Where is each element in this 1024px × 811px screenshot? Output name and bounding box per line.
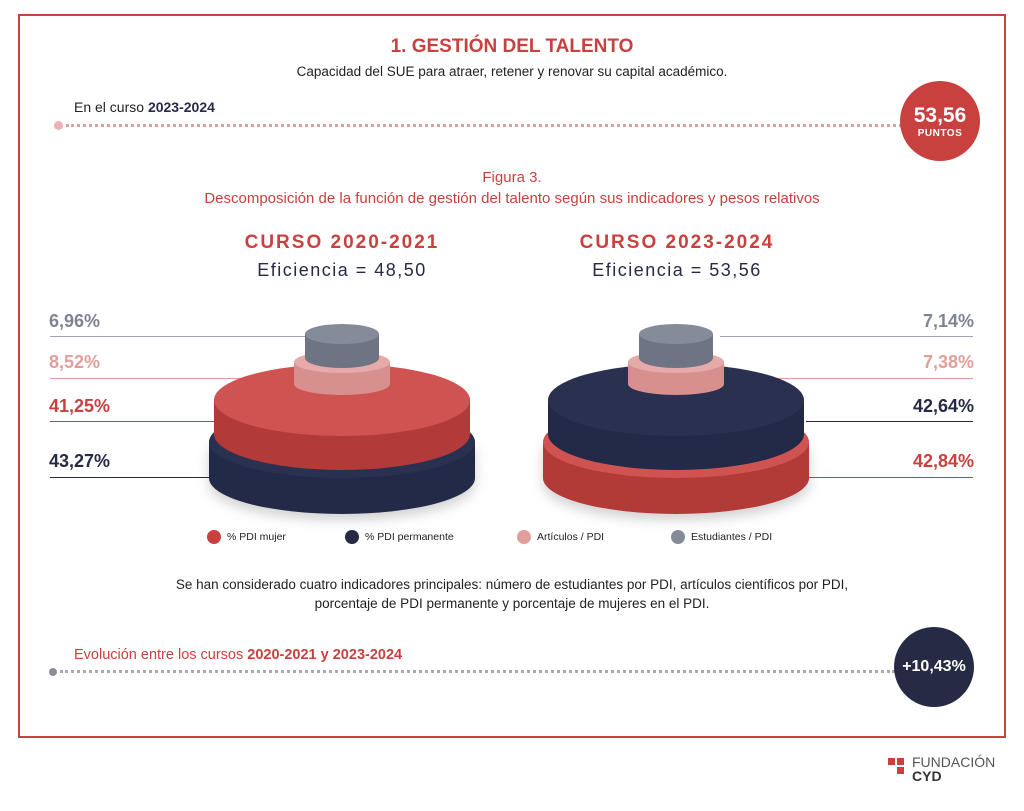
note: Se han considerado cuatro indicadores pr… (0, 575, 1024, 613)
layer-estudiantes---pdi-top (639, 324, 713, 344)
evolution-years: 2020-2021 y 2023-2024 (247, 647, 403, 663)
frame (18, 14, 1006, 738)
legend-item-articulos: Artículos / PDI (517, 530, 604, 544)
legend-label: Estudiantes / PDI (691, 531, 773, 543)
legend-label: Artículos / PDI (537, 531, 605, 543)
layer---pdi-mujer-top (214, 364, 470, 436)
leader-line (806, 421, 973, 422)
curso-prefix: En el curso (74, 99, 148, 115)
evolution-value: +10,43% (902, 658, 966, 675)
chart-title-left: CURSO 2020-2021 (244, 232, 440, 253)
evolution-label: Evolución entre los cursos 2020-2021 y 2… (74, 647, 402, 663)
label-left-permanente: 43,27% (49, 451, 111, 471)
score-badge: 53,56 PUNTOS (900, 81, 980, 161)
logo-mark-icon (888, 758, 904, 774)
chart-title-right: CURSO 2023-2024 (579, 232, 775, 253)
dot-start (54, 121, 63, 130)
dotted-line (66, 124, 902, 127)
figure-title: Descomposición de la función de gestión … (204, 190, 820, 207)
logo-line1: FUNDACIÓN (912, 754, 996, 770)
dotted-line (60, 670, 895, 673)
dot-start (49, 668, 57, 676)
legend-swatch (207, 530, 221, 544)
curso-year: 2023-2024 (147, 99, 215, 115)
leader-line (50, 477, 212, 478)
score-unit: PUNTOS (917, 127, 963, 139)
label-right-estudiantes: 7,14% (922, 311, 974, 331)
figure-label: Figura 3. (482, 169, 542, 186)
efficiency-right: Eficiencia = 53,56 (592, 260, 762, 280)
legend-swatch (345, 530, 359, 544)
leader-line (806, 477, 973, 478)
efficiency-left: Eficiencia = 48,50 (257, 260, 427, 280)
legend-item-estudiantes: Estudiantes / PDI (671, 530, 772, 544)
score-value: 53,56 (913, 103, 967, 127)
label-left-estudiantes: 6,96% (49, 311, 101, 331)
label-right-articulos: 7,38% (922, 352, 974, 372)
chart-header-left: CURSO 2020-2021 Eficiencia = 48,50 (192, 232, 492, 281)
curso-label: En el curso 2023-2024 (74, 99, 215, 115)
layer---pdi-permanente-top (548, 364, 804, 436)
legend-item-mujer: % PDI mujer (207, 530, 286, 544)
label-left-articulos: 8,52% (49, 352, 101, 372)
leader-line (50, 378, 295, 379)
leader-line (50, 336, 308, 337)
leader-line (720, 378, 973, 379)
layer-estudiantes---pdi-top (305, 324, 379, 344)
legend-swatch (517, 530, 531, 544)
note-line: Se han considerado cuatro indicadores pr… (175, 577, 849, 592)
page-subtitle: Capacidad del SUE para atraer, retener y… (296, 64, 728, 79)
logo: FUNDACIÓN CYD (888, 754, 995, 784)
evolution-prefix: Evolución entre los cursos (74, 647, 248, 663)
cylinder-right (543, 324, 809, 514)
evolution-badge: +10,43% (894, 627, 974, 707)
legend-label: % PDI mujer (227, 531, 286, 543)
label-right-permanente: 42,64% (912, 396, 974, 416)
leader-line (50, 421, 215, 422)
label-right-mujer: 42,84% (912, 451, 974, 471)
legend-item-permanente: % PDI permanente (345, 530, 454, 544)
legend-label: % PDI permanente (365, 531, 454, 543)
leader-line (720, 336, 973, 337)
page-title: 1. GESTIÓN DEL TALENTO (390, 36, 634, 57)
legend-swatch (671, 530, 685, 544)
cylinder-left (209, 324, 475, 514)
note-line: porcentaje de PDI permanente y porcentaj… (314, 596, 710, 611)
chart-header-right: CURSO 2023-2024 Eficiencia = 53,56 (527, 232, 827, 281)
label-left-mujer: 41,25% (49, 396, 111, 416)
logo-line2: CYD (912, 768, 942, 784)
